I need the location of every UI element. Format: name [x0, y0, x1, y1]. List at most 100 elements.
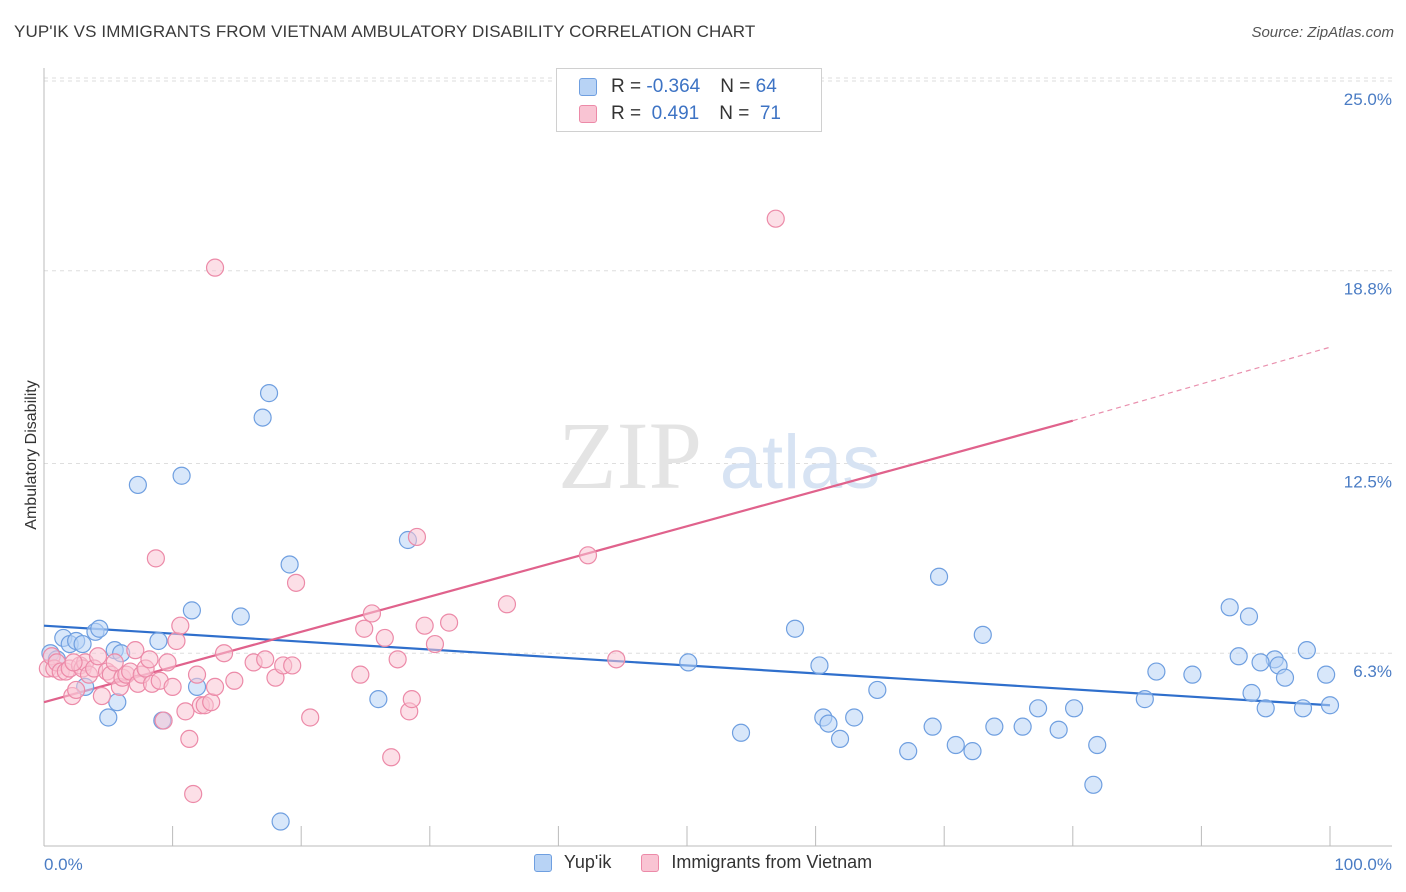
point-vietnam [154, 711, 173, 730]
point-yupik [810, 656, 829, 675]
point-yupik [963, 742, 982, 761]
point-vietnam [355, 619, 374, 638]
point-yupik [830, 729, 850, 749]
point-yupik [1256, 699, 1275, 718]
point-vietnam [171, 616, 190, 635]
point-yupik [929, 567, 949, 586]
point-yupik [1220, 598, 1239, 617]
correlation-legend: R = -0.364 N = 64 R = 0.491 N = 71 [556, 68, 822, 132]
y-tick-label: 18.8% [1344, 280, 1392, 299]
y-tick-label: 25.0% [1344, 90, 1392, 109]
point-yupik [172, 466, 191, 485]
point-vietnam [214, 644, 234, 663]
point-yupik [1317, 665, 1336, 684]
point-yupik [899, 742, 918, 761]
point-vietnam [163, 677, 182, 696]
point-yupik [1049, 720, 1068, 739]
point-yupik [259, 384, 279, 403]
point-yupik [731, 723, 751, 742]
point-vietnam [388, 650, 407, 669]
point-yupik [128, 475, 147, 495]
watermark: ZIP atlas [558, 402, 880, 509]
point-yupik [868, 680, 887, 700]
point-vietnam [202, 693, 221, 712]
source-credit: Source: ZipAtlas.com [1251, 24, 1394, 41]
point-vietnam [283, 656, 302, 675]
legend-r-label: R = [611, 76, 647, 97]
axes [43, 68, 1392, 847]
point-vietnam [64, 653, 83, 672]
point-yupik [985, 717, 1004, 736]
legend-n-value-vietnam: 71 [754, 103, 781, 124]
point-yupik [369, 690, 388, 709]
legend-row-vietnam: R = 0.491 N = 71 [579, 101, 781, 127]
point-vietnam [375, 628, 394, 648]
point-yupik [1013, 717, 1032, 736]
point-vietnam [205, 258, 225, 277]
series-legend-vietnam: Immigrants from Vietnam [641, 852, 872, 873]
point-vietnam [184, 784, 203, 804]
point-yupik [679, 653, 698, 672]
series-label-vietnam: Immigrants from Vietnam [671, 852, 873, 872]
point-yupik [1297, 641, 1316, 660]
point-vietnam [158, 653, 177, 672]
legend-r-value-vietnam: 0.491 [646, 103, 700, 124]
point-vietnam [301, 708, 320, 727]
point-vietnam [140, 650, 159, 669]
legend-n-label: N = [720, 76, 756, 97]
point-yupik [231, 607, 250, 626]
series-legend-yupik: Yup'ik [533, 852, 612, 873]
point-yupik [1147, 662, 1166, 681]
point-yupik [1293, 699, 1313, 718]
point-yupik [1088, 735, 1107, 755]
point-vietnam [578, 546, 598, 565]
point-vietnam [425, 634, 445, 654]
point-yupik [1084, 775, 1103, 794]
point-yupik [149, 631, 168, 651]
point-yupik [1064, 699, 1084, 718]
trend-lines [43, 346, 1331, 707]
point-yupik [271, 812, 290, 831]
point-vietnam [766, 209, 785, 228]
point-yupik [923, 717, 942, 736]
point-yupik [253, 408, 272, 427]
series-legend: Yup'ik Immigrants from Vietnam [0, 852, 1406, 873]
point-vietnam [88, 647, 108, 666]
point-yupik [785, 619, 805, 638]
series-label-yupik: Yup'ik [563, 852, 612, 872]
legend-r-value-yupik: -0.364 [646, 76, 701, 97]
x-tick-label-start: 0.0% [44, 855, 83, 874]
point-yupik [182, 601, 201, 620]
point-yupik [1028, 699, 1048, 718]
point-vietnam [225, 671, 244, 690]
chart-title: YUP'IK VS IMMIGRANTS FROM VIETNAM AMBULA… [14, 22, 756, 41]
point-vietnam [362, 604, 382, 623]
watermark-zip: ZIP [558, 402, 702, 509]
point-vietnam [126, 641, 145, 660]
point-vietnam [180, 729, 199, 749]
point-vietnam [351, 665, 370, 684]
legend-row-yupik: R = -0.364 N = 64 [579, 74, 777, 100]
point-yupik [1135, 690, 1154, 709]
watermark-atlas: atlas [720, 420, 881, 505]
point-yupik [973, 625, 992, 644]
point-vietnam [146, 549, 165, 568]
point-yupik [73, 634, 92, 654]
series-swatch-yupik [533, 853, 552, 872]
point-yupik [819, 714, 838, 733]
legend-n-label: N = [719, 103, 755, 124]
point-vietnam [607, 650, 626, 669]
point-vietnam [256, 650, 275, 669]
point-vietnam [439, 613, 459, 632]
point-yupik [1320, 696, 1340, 715]
trend-line-extension-1 [1072, 346, 1331, 422]
legend-swatch-vietnam [579, 105, 597, 123]
point-vietnam [176, 702, 195, 721]
point-vietnam [205, 677, 225, 696]
point-vietnam [286, 573, 306, 592]
point-yupik [108, 693, 127, 712]
point-vietnam [497, 595, 517, 614]
legend-r-label: R = [611, 103, 647, 124]
grid-lines [44, 77, 1392, 654]
